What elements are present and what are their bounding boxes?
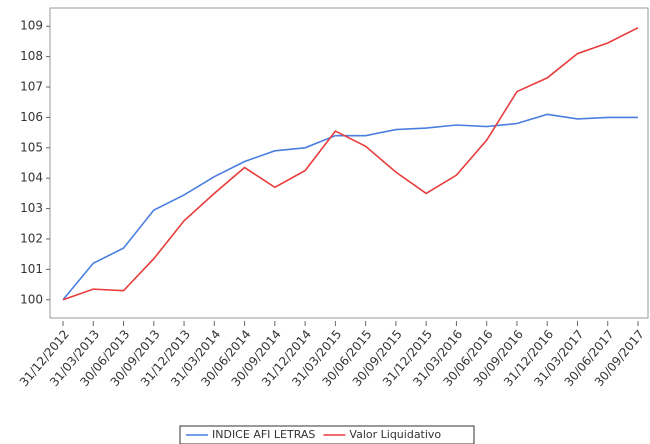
y-tick-label: 104: [20, 171, 43, 185]
y-tick-label: 102: [20, 231, 43, 245]
y-tick-label: 106: [20, 110, 43, 124]
line-series: [62, 27, 639, 301]
plot-frame: [49, 7, 649, 319]
y-tick-label: 100: [20, 292, 43, 306]
y-tick-label: 103: [20, 201, 43, 215]
legend-label: INDICE AFI LETRAS: [212, 428, 315, 441]
y-tick-label: 105: [20, 140, 43, 154]
legend-label: Valor Liquidativo: [349, 428, 441, 441]
y-tick-label: 107: [20, 80, 43, 94]
line-series: [62, 113, 638, 301]
y-tick-label: 108: [20, 49, 43, 63]
y-tick-label: 101: [20, 262, 43, 276]
y-tick-label: 109: [20, 19, 43, 33]
